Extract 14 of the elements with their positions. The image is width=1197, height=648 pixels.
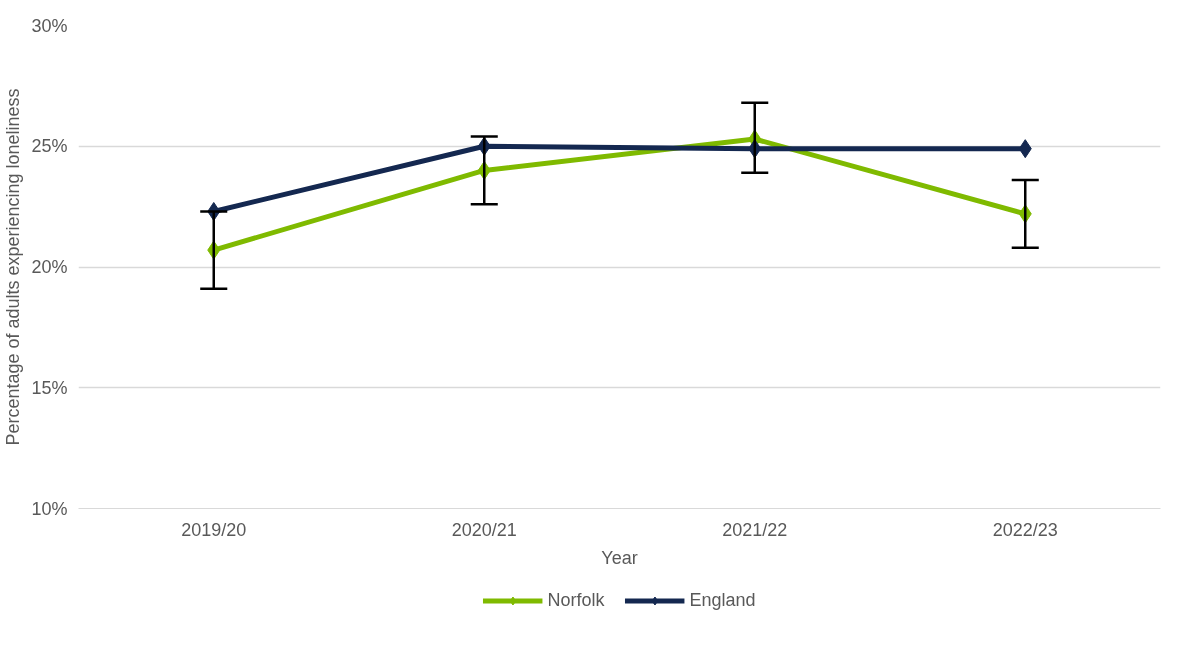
point xyxy=(1018,139,1032,159)
y-tick-label: 20% xyxy=(31,257,68,277)
x-tick-label: 2022/23 xyxy=(992,519,1058,540)
x-axis-title: Year xyxy=(601,547,638,568)
legend-label: Norfolk xyxy=(547,589,605,611)
y-tick-label: 15% xyxy=(31,377,68,398)
x-tick-label: 2019/20 xyxy=(181,519,247,540)
x-tick-label: 2020/21 xyxy=(451,519,517,540)
x-tick-label: 2021/22 xyxy=(722,519,788,540)
y-tick-label: 30% xyxy=(31,15,68,36)
y-tick-label: 25% xyxy=(31,136,68,157)
y-axis-title: Percentage of adults experiencing loneliness xyxy=(3,88,24,446)
y-tick-label: 10% xyxy=(31,498,68,519)
legend-label: England xyxy=(689,589,756,611)
